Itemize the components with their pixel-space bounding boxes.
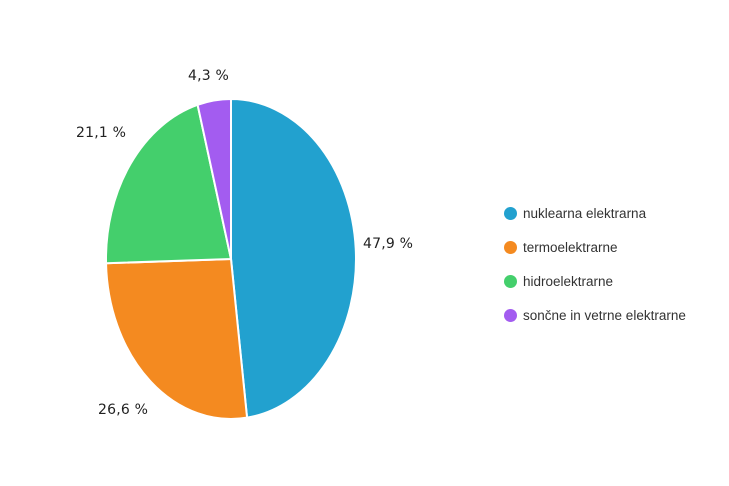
legend-item: hidroelektrarne (504, 264, 724, 298)
legend: nuklearna elektrarna termoelektrarne hidro… (504, 196, 724, 332)
pie-slice-hidroelektrarne (105, 103, 232, 265)
legend-item: termoelektrarne (504, 230, 724, 264)
legend-swatch (504, 308, 517, 322)
legend-label: sončne in vetrne elektrarne (523, 307, 686, 323)
pie-slice-sončne-in-vetrne-elektrarne (196, 98, 232, 260)
legend-item: sončne in vetrne elektrarne (504, 298, 724, 332)
legend-swatch (504, 240, 517, 254)
legend-item: nuklearna elektrarna (504, 196, 724, 230)
slice-value-label: 26,6 % (98, 402, 149, 418)
slice-value-label: 47,9 % (363, 236, 414, 252)
pie-slice-nuklearna-elektrarna (230, 98, 357, 419)
legend-label: hidroelektrarne (523, 273, 614, 289)
legend-label: termoelektrarne (523, 239, 618, 255)
legend-label: nuklearna elektrarna (523, 205, 647, 221)
slice-value-label: 21,1 % (76, 125, 127, 141)
pie-slice-termoelektrarne (105, 258, 249, 420)
legend-swatch (504, 274, 517, 288)
legend-swatch (504, 206, 517, 220)
slice-value-label: 4,3 % (188, 68, 230, 84)
